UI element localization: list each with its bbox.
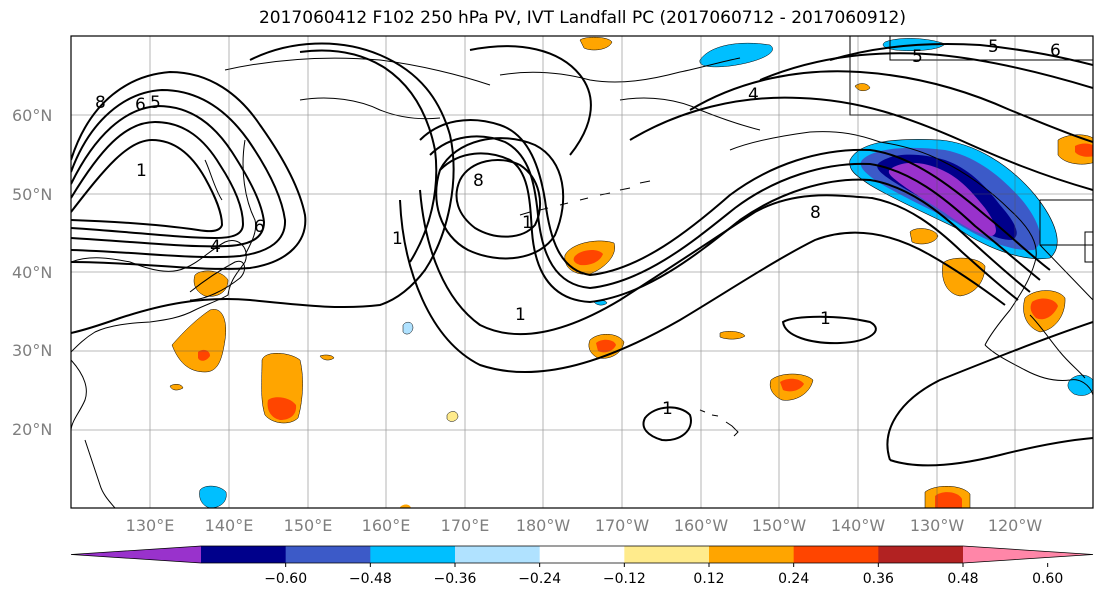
colorbar-segment — [370, 546, 456, 563]
contour-label: 6 — [135, 95, 146, 115]
contour-label: 5 — [150, 93, 161, 113]
colorbar-tick-label: −0.24 — [518, 571, 561, 587]
lon-label: 150°E — [284, 516, 333, 535]
lon-label: 170°E — [441, 516, 490, 535]
pv-contours — [71, 42, 1093, 467]
contour-label: 8 — [810, 203, 821, 223]
colorbar-tick-label: 0.48 — [947, 571, 978, 587]
colorbar-segment — [709, 546, 795, 563]
colorbar-tick-label: −0.12 — [603, 571, 646, 587]
lat-labels: 20°N 30°N 40°N 50°N 60°N — [12, 106, 52, 439]
colorbar-tick-label: 0.12 — [693, 571, 724, 587]
colorbar: −0.60 −0.48 −0.36 −0.24 −0.12 0.12 0.24 0.36 0.4… — [70, 545, 1094, 587]
colorbar-tick-label: −0.36 — [434, 571, 477, 587]
contour-label: 1 — [522, 213, 533, 233]
lon-label: 180°W — [516, 516, 571, 535]
colorbar-segment — [285, 546, 371, 563]
colorbar-tick-label: −0.60 — [264, 571, 307, 587]
contour-label: 5 — [912, 47, 923, 67]
lon-label: 140°W — [831, 516, 886, 535]
lon-label: 160°E — [362, 516, 411, 535]
contour-label: 5 — [988, 37, 999, 57]
lat-label: 50°N — [12, 185, 52, 204]
contour-label: 1 — [136, 161, 147, 181]
colorbar-segment — [878, 546, 964, 563]
lon-label: 170°W — [595, 516, 650, 535]
contour-label: 1 — [392, 229, 403, 249]
contour-label: 1 — [662, 399, 673, 419]
figure-title: 2017060412 F102 250 hPa PV, IVT Landfall… — [258, 8, 906, 28]
lat-label: 60°N — [12, 106, 52, 125]
contour-label: 6 — [254, 217, 265, 237]
colorbar-segment — [455, 546, 541, 563]
contour-labels: 8 6 5 1 4 6 8 1 1 1 8 4 1 1 5 6 5 — [95, 37, 1061, 419]
colorbar-tick-label: 0.36 — [863, 571, 894, 587]
contour-label: 1 — [515, 305, 526, 325]
colorbar-segment — [201, 546, 287, 563]
contour-label: 6 — [1050, 41, 1061, 61]
lat-label: 20°N — [12, 420, 52, 439]
contour-label: 4 — [210, 237, 221, 257]
colorbar-tick-label: 0.24 — [778, 571, 809, 587]
lon-label: 120°W — [988, 516, 1043, 535]
colorbar-segment — [624, 546, 710, 563]
colorbar-tick-label: 0.60 — [1032, 571, 1063, 587]
colorbar-segment — [793, 546, 879, 563]
colorbar-extend-high — [963, 546, 1093, 563]
map-border — [70, 35, 1094, 509]
lon-label: 130°E — [126, 516, 175, 535]
colorbar-segment — [539, 546, 625, 563]
colorbar-extend-low — [71, 546, 201, 563]
contour-label: 4 — [748, 85, 759, 105]
lon-label: 150°W — [752, 516, 807, 535]
lon-label: 130°W — [910, 516, 965, 535]
lat-label: 40°N — [12, 263, 52, 282]
lat-label: 30°N — [12, 341, 52, 360]
lon-label: 140°E — [205, 516, 254, 535]
contour-label: 8 — [473, 171, 484, 191]
colorbar-tick-label: −0.48 — [349, 571, 392, 587]
lon-labels: 130°E 140°E 150°E 160°E 170°E 180°W 170°… — [126, 516, 1043, 535]
lon-label: 160°W — [674, 516, 729, 535]
contour-label: 8 — [95, 93, 106, 113]
contour-label: 1 — [820, 309, 831, 329]
